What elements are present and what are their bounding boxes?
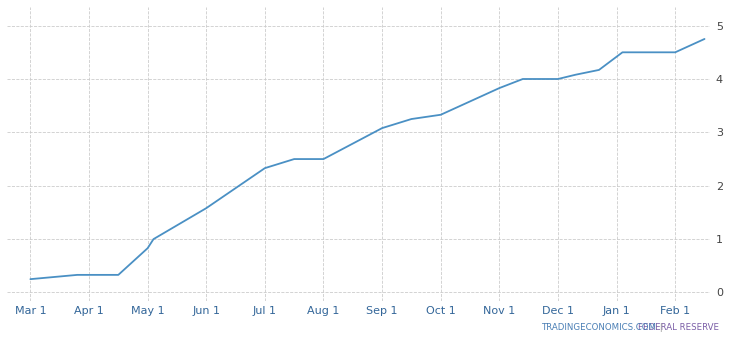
Text: TRADINGECONOMICS.COM: TRADINGECONOMICS.COM (542, 323, 657, 332)
Text: FEDERAL RESERVE: FEDERAL RESERVE (638, 323, 719, 332)
Text: |: | (657, 323, 666, 332)
